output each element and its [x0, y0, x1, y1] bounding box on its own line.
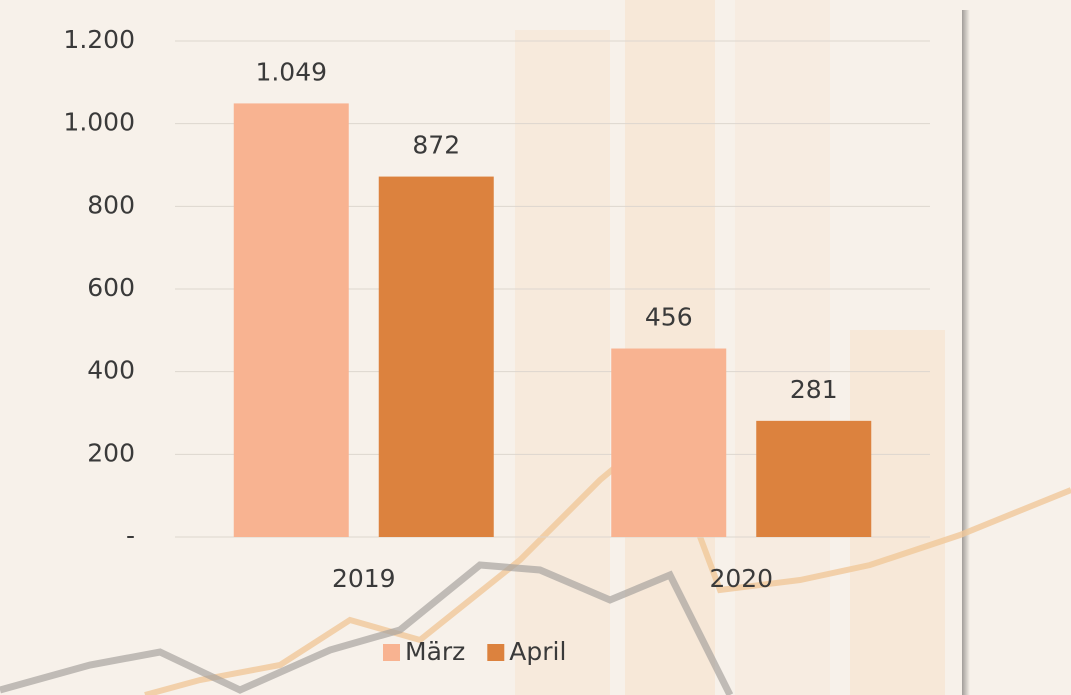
legend-label: März [405, 637, 465, 666]
y-tick-label: 1.200 [63, 25, 135, 54]
y-tick-label: 600 [87, 273, 135, 302]
bar [611, 349, 726, 537]
value-label: 456 [645, 303, 693, 332]
y-tick-label: 800 [87, 190, 135, 219]
legend-label: April [509, 637, 566, 666]
y-tick-label: 1.000 [63, 108, 135, 137]
bar [234, 103, 349, 537]
x-tick-label: 2019 [332, 564, 396, 593]
legend-swatch [487, 644, 504, 661]
bar [756, 421, 871, 537]
value-label: 872 [412, 131, 460, 160]
bar [379, 177, 494, 537]
legend-swatch [383, 644, 400, 661]
y-tick-label: 400 [87, 356, 135, 385]
y-tick-label: - [126, 521, 135, 550]
chart: - 200 400 600 800 1.000 1.200 2019 1.049 872 2020 4… [0, 0, 1071, 695]
x-tick-label: 2020 [709, 564, 773, 593]
value-label: 281 [790, 375, 838, 404]
background-decoration [0, 0, 1071, 695]
value-label: 1.049 [255, 57, 327, 86]
y-tick-label: 200 [87, 438, 135, 467]
